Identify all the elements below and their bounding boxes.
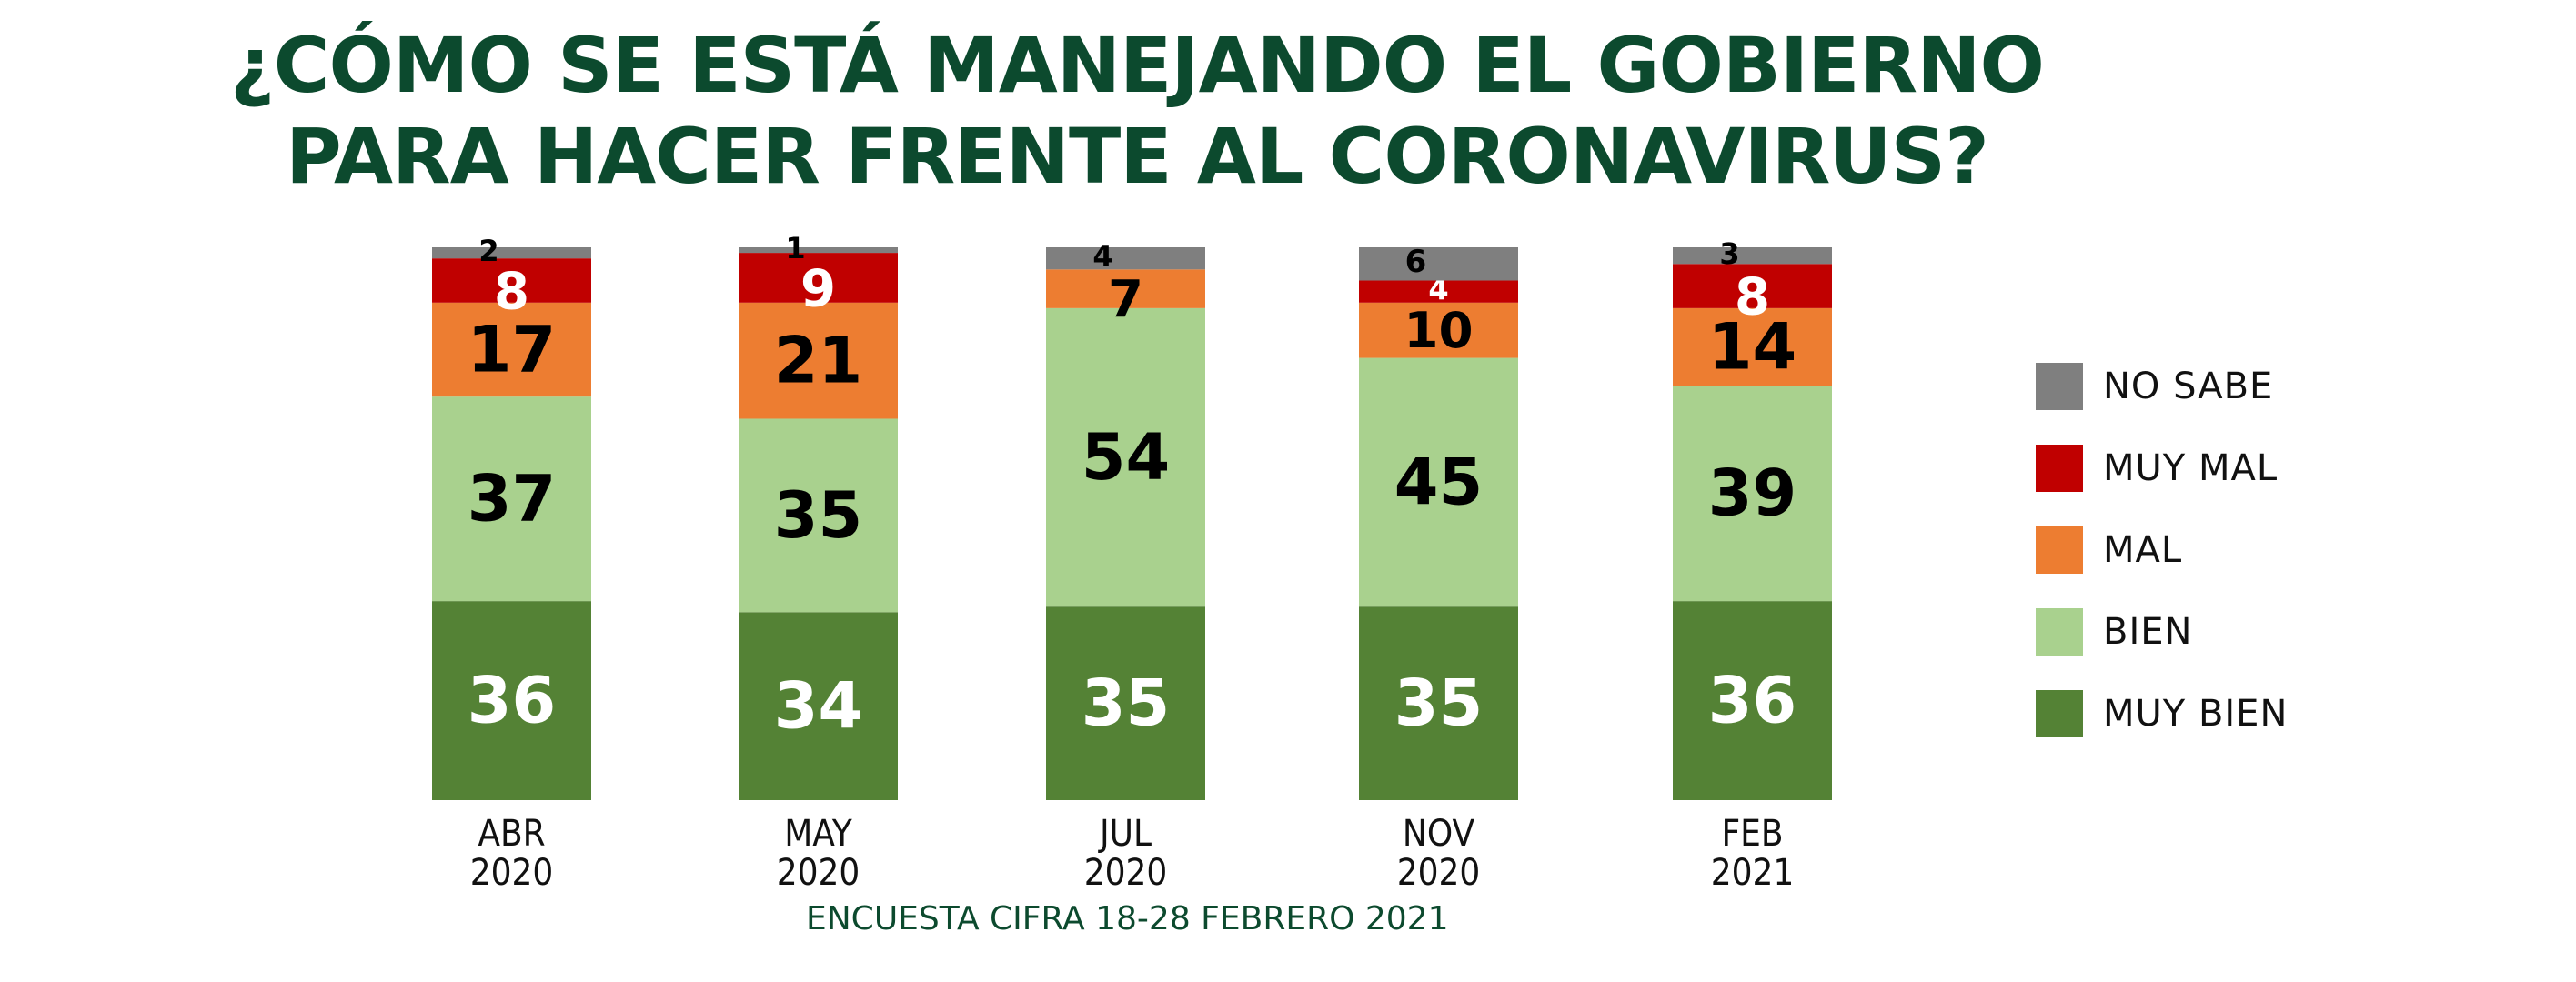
legend-swatch — [2036, 690, 2083, 737]
legend-item-mal: MAL — [2036, 509, 2288, 591]
data-label-muy-bien: 35 — [1082, 666, 1170, 741]
x-tick-label: NOV — [1403, 813, 1475, 855]
bar-segment-bien — [432, 396, 591, 602]
bar-segment-bien — [1673, 386, 1832, 602]
x-tick-label: 2021 — [1711, 852, 1795, 894]
bar-segment-no-sabe — [1673, 247, 1832, 265]
bar-segment-muy-mal — [1359, 280, 1518, 303]
data-label-muy-mal: 8 — [494, 262, 529, 321]
x-tick-label: JUL — [1098, 813, 1152, 855]
x-tick-label: 2020 — [1397, 852, 1481, 894]
legend-label: MUY BIEN — [2103, 693, 2289, 735]
data-label-muy-bien: 35 — [1394, 666, 1483, 741]
data-label-no-sabe: 2 — [478, 234, 498, 268]
data-label-muy-bien: 36 — [468, 664, 556, 738]
bar-segment-no-sabe — [739, 247, 898, 254]
data-label-mal: 10 — [1404, 301, 1473, 359]
bar-segment-muy-bien — [739, 612, 898, 800]
legend-item-muy-bien: MUY BIEN — [2036, 673, 2288, 755]
bar-segment-muy-bien — [1046, 606, 1205, 800]
legend-swatch — [2036, 445, 2083, 492]
chart-title-line-2: PARA HACER FRENTE AL CORONAVIRUS? — [286, 112, 1989, 201]
bar-segment-muy-bien — [432, 601, 591, 800]
legend-swatch — [2036, 363, 2083, 410]
data-label-bien: 45 — [1394, 445, 1483, 519]
x-tick-label: 2020 — [1084, 852, 1168, 894]
data-label-mal: 21 — [774, 324, 862, 398]
chart-legend: NO SABE MUY MAL MAL BIEN MUY BIEN — [2036, 346, 2288, 755]
legend-swatch — [2036, 608, 2083, 656]
bar-segment-mal — [1673, 307, 1832, 386]
bar-segment-bien — [739, 418, 898, 613]
data-label-bien: 54 — [1082, 420, 1170, 495]
data-label-muy-mal: 8 — [1735, 267, 1770, 326]
legend-label: NO SABE — [2103, 366, 2274, 407]
data-label-mal: 17 — [468, 312, 556, 386]
bar-segment-no-sabe — [432, 247, 591, 259]
data-label-bien: 37 — [468, 462, 556, 536]
legend-item-no-sabe: NO SABE — [2036, 346, 2288, 427]
chart-title-line-1: ¿CÓMO SE ESTÁ MANEJANDO EL GOBIERNO — [230, 21, 2045, 110]
data-label-mal: 7 — [1108, 270, 1143, 329]
chart-title: ¿CÓMO SE ESTÁ MANEJANDO EL GOBIERNO PARA… — [136, 20, 2138, 202]
legend-label: BIEN — [2103, 611, 2193, 653]
legend-swatch — [2036, 526, 2083, 574]
bar-segment-no-sabe — [1046, 247, 1205, 270]
data-label-no-sabe: 4 — [1092, 239, 1112, 274]
x-tick-label: 2020 — [470, 852, 554, 894]
bar-segment-mal — [739, 302, 898, 419]
data-label-no-sabe: 6 — [1405, 244, 1427, 280]
data-label-muy-bien: 36 — [1708, 664, 1796, 738]
bar-segment-bien — [1359, 357, 1518, 607]
legend-label: MAL — [2103, 529, 2183, 571]
bar-segment-muy-mal — [432, 258, 591, 303]
bar-segment-mal — [1046, 269, 1205, 308]
x-tick-label: MAY — [784, 813, 853, 855]
data-label-muy-bien: 34 — [774, 669, 862, 744]
source-note: ENCUESTA CIFRA 18-28 FEBRERO 2021 — [806, 900, 1449, 937]
bar-jul-2020: 35 54 74 — [1046, 239, 1205, 800]
legend-label: MUY MAL — [2103, 447, 2279, 489]
x-tick-label: FEB — [1721, 813, 1783, 855]
bar-segment-muy-bien — [1359, 606, 1518, 800]
data-label-no-sabe: 1 — [785, 231, 805, 266]
data-label-muy-mal: 9 — [800, 260, 836, 319]
data-label-no-sabe: 3 — [1719, 236, 1739, 271]
data-label-muy-mal: 4 — [1428, 273, 1448, 307]
bar-segment-mal — [432, 302, 591, 397]
bar-segment-no-sabe — [1359, 247, 1518, 281]
x-tick-label: 2020 — [777, 852, 860, 894]
bar-segment-mal — [1359, 302, 1518, 358]
data-label-bien: 35 — [774, 478, 862, 553]
legend-item-bien: BIEN — [2036, 591, 2288, 673]
bar-segment-muy-bien — [1673, 601, 1832, 800]
x-tick-label: ABR — [478, 813, 545, 855]
bar-segment-muy-mal — [1673, 264, 1832, 308]
data-label-mal: 14 — [1708, 309, 1796, 384]
bar-segment-muy-mal — [739, 253, 898, 303]
data-label-bien: 39 — [1708, 456, 1796, 531]
legend-item-muy-mal: MUY MAL — [2036, 427, 2288, 509]
bar-segment-bien — [1046, 307, 1205, 607]
